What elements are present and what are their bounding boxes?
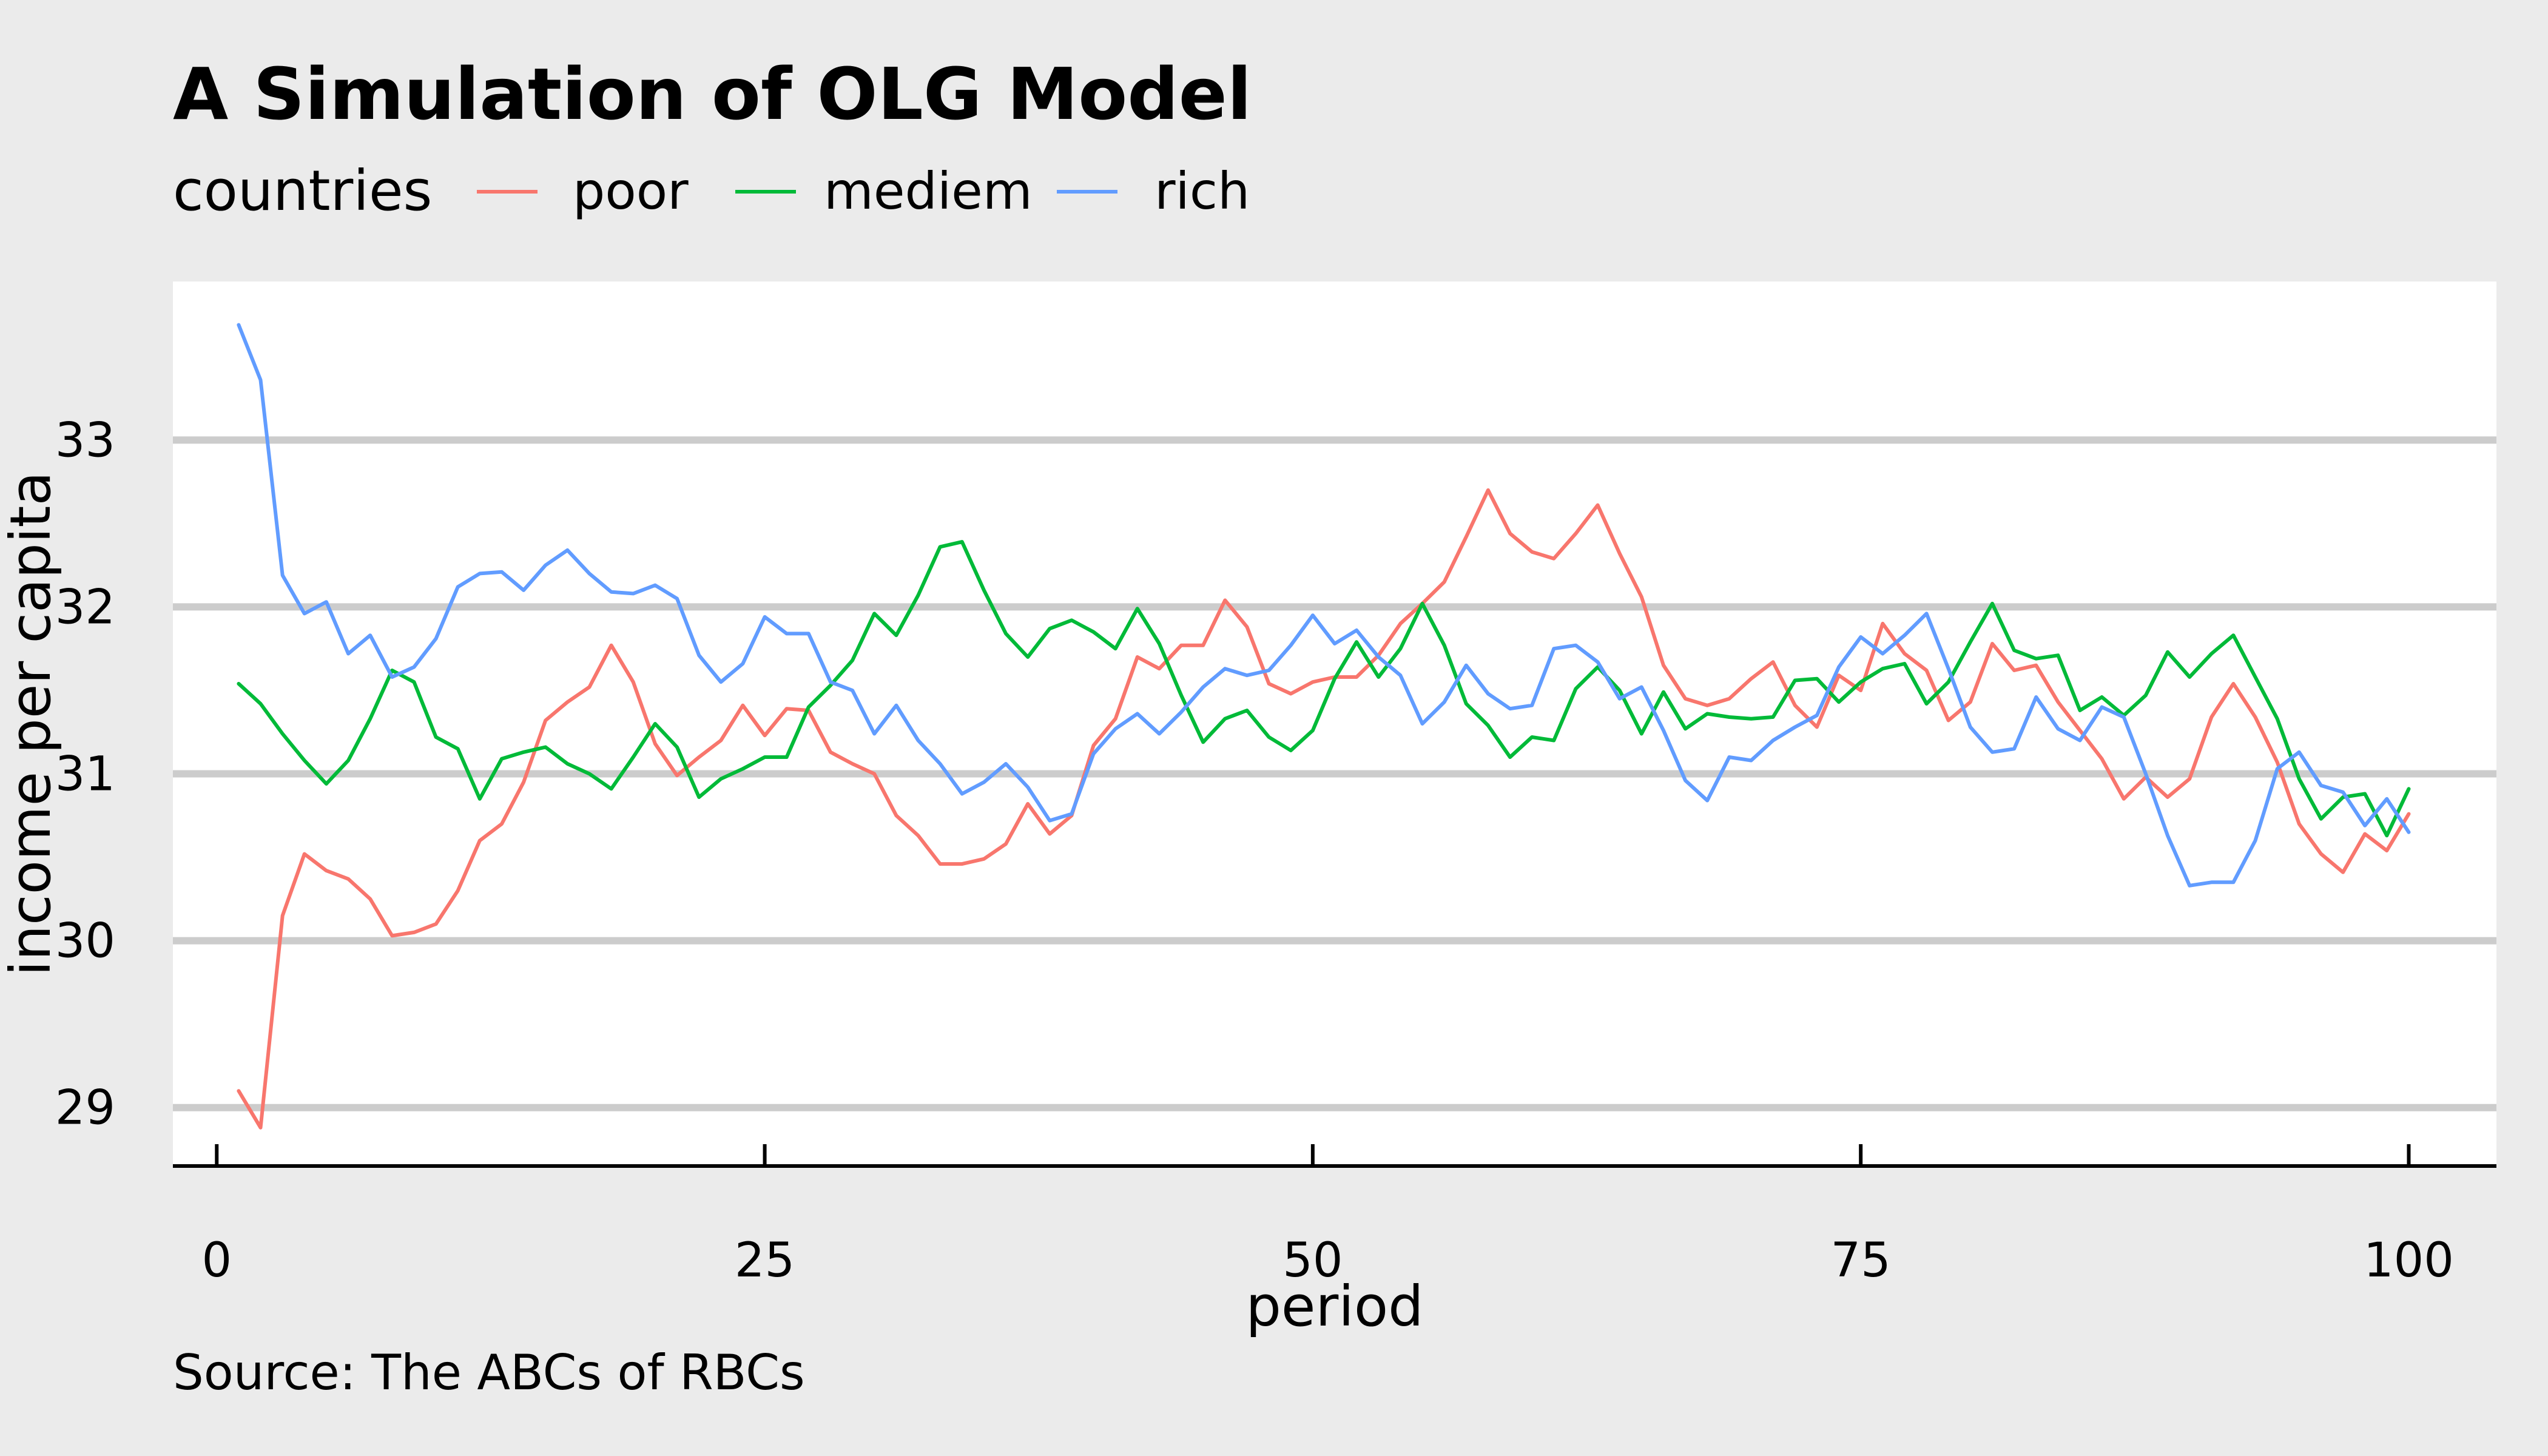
y-axis-ticks: 29 30 31 32 33: [55, 413, 115, 1135]
x-tick-label: 0: [201, 1233, 232, 1288]
chart-caption: Source: The ABCs of RBCs: [173, 1344, 805, 1401]
series-line-poor: [237, 488, 2411, 1130]
chart-title: A Simulation of OLG Model: [173, 52, 1252, 136]
y-tick-label: 30: [55, 914, 115, 969]
x-tick-label: 25: [735, 1233, 795, 1288]
y-tick-label: 31: [55, 747, 115, 802]
y-tick-label: 29: [55, 1081, 115, 1136]
x-axis-title: period: [1245, 1274, 1423, 1339]
x-tick-label: 50: [1282, 1233, 1343, 1288]
legend-label-mediem: mediem: [824, 161, 1033, 221]
legend-title: countries: [173, 158, 432, 223]
x-tick-label: 75: [1831, 1233, 1891, 1288]
y-tick-label: 33: [55, 413, 115, 468]
gridlines: [173, 436, 2496, 1111]
legend: countries poor mediem rich: [173, 158, 1250, 223]
legend-label-rich: rich: [1154, 161, 1250, 221]
y-tick-label: 32: [55, 580, 115, 635]
legend-label-poor: poor: [573, 161, 689, 221]
plot-panel: [173, 281, 2496, 1166]
series-line-mediem: [237, 540, 2411, 838]
x-axis-ticks: 0 25 50 75 100: [201, 1144, 2454, 1288]
y-axis-title: income per capita: [0, 471, 63, 976]
x-tick-label: 100: [2364, 1233, 2454, 1288]
series-lines: [237, 323, 2411, 1130]
series-line-rich: [237, 323, 2411, 888]
